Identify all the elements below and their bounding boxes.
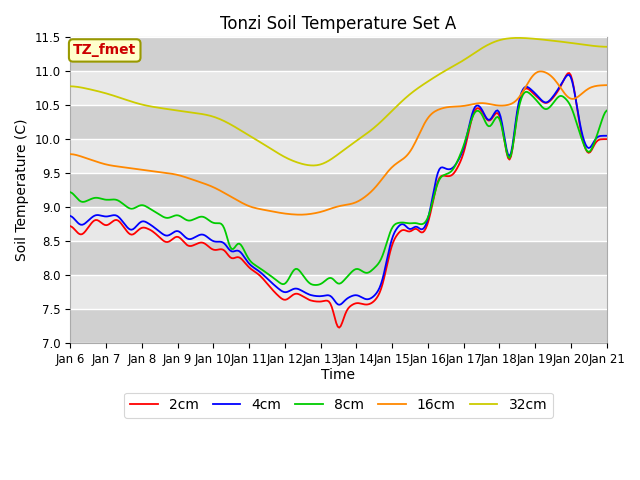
4cm bbox=[253, 267, 261, 273]
32cm bbox=[253, 137, 261, 143]
4cm bbox=[132, 224, 140, 229]
8cm bbox=[301, 275, 308, 281]
8cm bbox=[312, 282, 319, 288]
16cm bbox=[603, 82, 611, 88]
4cm bbox=[244, 260, 252, 265]
16cm bbox=[303, 212, 310, 217]
4cm bbox=[227, 248, 234, 253]
Bar bbox=[70, 241, 607, 275]
Legend: 2cm, 4cm, 8cm, 16cm, 32cm: 2cm, 4cm, 8cm, 16cm, 32cm bbox=[124, 393, 553, 418]
8cm bbox=[603, 108, 611, 114]
Text: TZ_fmet: TZ_fmet bbox=[73, 44, 136, 58]
4cm bbox=[576, 119, 584, 125]
4cm bbox=[564, 72, 572, 78]
32cm bbox=[308, 163, 316, 168]
X-axis label: Time: Time bbox=[321, 368, 355, 382]
32cm bbox=[227, 121, 234, 127]
32cm bbox=[603, 44, 611, 49]
32cm bbox=[301, 162, 308, 168]
8cm bbox=[576, 130, 584, 135]
Line: 16cm: 16cm bbox=[70, 72, 607, 215]
2cm bbox=[565, 70, 573, 76]
8cm bbox=[132, 204, 140, 210]
16cm bbox=[244, 203, 252, 209]
Bar bbox=[70, 105, 607, 139]
Line: 32cm: 32cm bbox=[70, 38, 607, 166]
2cm bbox=[244, 264, 252, 269]
8cm bbox=[522, 89, 530, 95]
Bar bbox=[70, 37, 607, 71]
32cm bbox=[515, 35, 522, 41]
2cm bbox=[227, 254, 234, 260]
16cm bbox=[67, 151, 74, 157]
Y-axis label: Soil Temperature (C): Soil Temperature (C) bbox=[15, 119, 29, 261]
2cm bbox=[132, 229, 140, 235]
Bar bbox=[70, 173, 607, 207]
Title: Tonzi Soil Temperature Set A: Tonzi Soil Temperature Set A bbox=[220, 15, 456, 33]
32cm bbox=[67, 84, 74, 89]
32cm bbox=[576, 41, 584, 47]
2cm bbox=[67, 223, 74, 229]
4cm bbox=[67, 213, 74, 219]
2cm bbox=[576, 121, 584, 127]
4cm bbox=[603, 133, 611, 139]
16cm bbox=[227, 193, 234, 199]
Bar bbox=[70, 309, 607, 343]
2cm bbox=[253, 270, 261, 276]
Line: 8cm: 8cm bbox=[70, 92, 607, 285]
2cm bbox=[603, 136, 611, 142]
16cm bbox=[296, 212, 304, 217]
4cm bbox=[335, 302, 343, 308]
32cm bbox=[244, 132, 252, 138]
8cm bbox=[253, 264, 261, 269]
Line: 4cm: 4cm bbox=[70, 75, 607, 305]
Line: 2cm: 2cm bbox=[70, 73, 607, 328]
8cm bbox=[227, 244, 234, 250]
4cm bbox=[301, 289, 308, 295]
32cm bbox=[132, 100, 140, 106]
16cm bbox=[253, 205, 261, 211]
8cm bbox=[67, 190, 74, 195]
16cm bbox=[132, 166, 140, 172]
2cm bbox=[301, 295, 308, 300]
16cm bbox=[576, 93, 584, 98]
2cm bbox=[335, 325, 343, 331]
8cm bbox=[244, 255, 252, 261]
16cm bbox=[537, 69, 545, 74]
